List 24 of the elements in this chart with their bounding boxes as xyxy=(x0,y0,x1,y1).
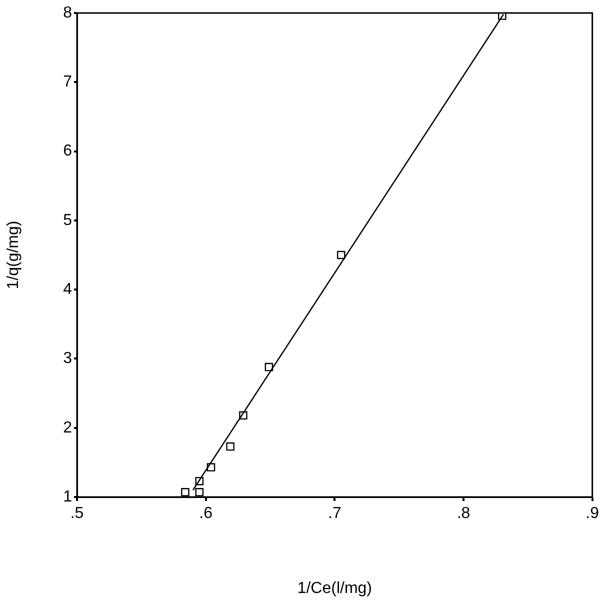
x-tick-label: .9 xyxy=(586,505,600,522)
point xyxy=(195,476,204,486)
y-tick-label: 8 xyxy=(63,4,72,22)
point xyxy=(195,488,204,496)
x-tick-label: .6 xyxy=(199,505,213,522)
y-tick-label: 3 xyxy=(63,350,72,368)
point xyxy=(264,362,274,372)
y-tick-label: 7 xyxy=(63,74,72,91)
y-tick-label: 2 xyxy=(63,419,72,436)
y-axis-title: 1/q(g/mg) xyxy=(5,220,22,290)
point xyxy=(206,463,216,472)
point xyxy=(498,13,506,20)
y-tick-label: 1 xyxy=(63,488,72,506)
point xyxy=(239,411,248,420)
point xyxy=(181,488,190,496)
x-tick-label: .5 xyxy=(70,505,84,522)
y-tick-label: 5 xyxy=(63,212,72,229)
y-tick-label: 6 xyxy=(63,142,72,160)
x-axis-title: 1/Ce(l/mg) xyxy=(297,580,372,597)
x-tick-label: .8 xyxy=(456,505,470,522)
x-tick-label: .7 xyxy=(328,505,342,522)
point xyxy=(226,442,234,451)
point xyxy=(336,250,346,260)
y-tick-label: 4 xyxy=(63,280,72,298)
